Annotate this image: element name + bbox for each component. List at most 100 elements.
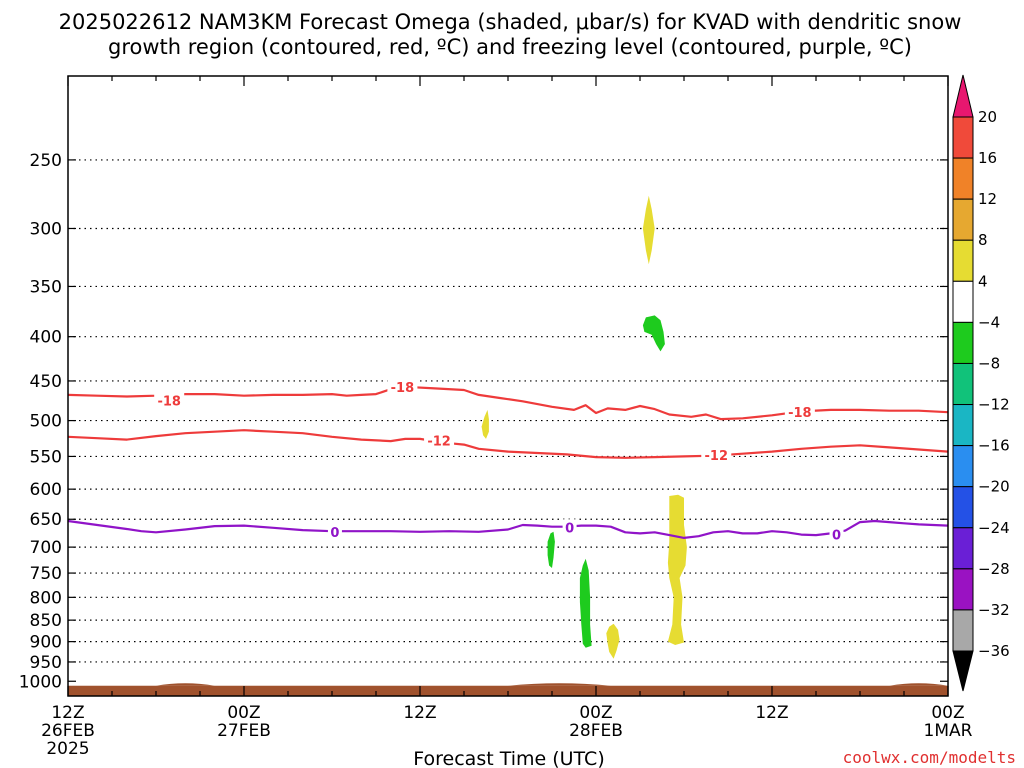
plot-area (68, 76, 948, 696)
freezing-level-0-label-bg-2 (829, 526, 844, 543)
freezing-level-0-label-bg-0 (327, 523, 342, 540)
dgz-minus18-label-bg-0 (154, 392, 185, 409)
colorbar-box-6 (952, 321, 974, 364)
ground-bump-2 (889, 683, 948, 686)
dgz-minus12-label-bg-0 (424, 432, 455, 449)
xtick-label-0-3: 2025 (46, 739, 89, 759)
xtick-label-12-2: 27FEB (217, 721, 271, 741)
ground-strip (68, 685, 948, 696)
ytick-label-250: 250 (30, 151, 62, 171)
dgz-minus12-label-bg-1 (701, 447, 732, 464)
freezing-level-0-label-1: 0 (565, 521, 574, 536)
dgz-minus12-label-0: -12 (427, 434, 451, 449)
colorbar-label-1: 16 (978, 149, 997, 167)
ytick-label-950: 950 (30, 653, 62, 673)
plot-background (68, 76, 948, 696)
colorbar: 20 16 12 8 4 −4 −8 −12 −16 −20 −24 −28 −32 −36 (952, 74, 1010, 692)
dgz-minus12-label-1: -12 (705, 449, 729, 464)
colorbar-box-8 (952, 404, 974, 447)
ytick-label-900: 900 (30, 633, 62, 653)
colorbar-label-6: −8 (978, 354, 1000, 372)
xtick-label-60-2: 1MAR (924, 721, 973, 741)
colorbar-box-10 (952, 486, 974, 529)
dgz-minus18-label-bg-2 (784, 404, 815, 421)
colorbar-label-7: −12 (978, 396, 1010, 414)
dgz-minus18-label-1: -18 (391, 381, 415, 396)
xtick-label-12-1: 00Z (227, 703, 260, 723)
chart-title-line2: growth region (contoured, red, ºC) and f… (108, 35, 912, 59)
xtick-label-36-2: 28FEB (569, 721, 623, 741)
freezing-level-0-label-bg-1 (562, 519, 577, 536)
colorbar-box-5 (952, 280, 974, 323)
colorbar-label-11: −28 (978, 560, 1010, 578)
ytick-label-600: 600 (30, 480, 62, 500)
colorbar-box-3 (952, 198, 974, 241)
freezing-level-0-label-0: 0 (330, 526, 339, 541)
ytick-label-700: 700 (30, 538, 62, 558)
xtick-label-0-1: 12Z (51, 703, 84, 723)
colorbar-label-0: 20 (978, 108, 997, 126)
dgz-minus18-label-bg-1 (387, 378, 418, 395)
dgz-minus18-label-2: -18 (788, 406, 812, 421)
colorbar-label-13: −36 (978, 642, 1010, 660)
credit-text: coolwx.com/modelts (843, 748, 1016, 767)
colorbar-box-7 (952, 362, 974, 406)
omega-blob-880 (606, 623, 620, 659)
xtick-label-36-1: 00Z (579, 703, 612, 723)
ytick-label-550: 550 (30, 447, 62, 467)
colorbar-box-13 (952, 609, 974, 652)
omega-blob-800 (579, 558, 592, 648)
y-axis-ticks: 2503003504004505005506006507007508008509… (19, 151, 948, 692)
xtick-label-60-1: 00Z (931, 703, 964, 723)
colorbar-top-triangle (952, 74, 974, 118)
colorbar-box-9 (952, 445, 974, 488)
freezing-level-0 (67, 519, 949, 539)
ytick-label-500: 500 (30, 412, 62, 432)
xtick-label-48-1: 12Z (755, 703, 788, 723)
freezing-level-0-label-2: 0 (832, 529, 841, 544)
omega-blob-300 (642, 195, 655, 265)
colorbar-box-1 (952, 116, 974, 159)
ytick-label-400: 400 (30, 328, 62, 348)
ground-surface (68, 683, 948, 696)
colorbar-label-10: −24 (978, 519, 1010, 537)
omega-blob-400 (642, 315, 665, 352)
colorbar-box-4 (952, 239, 974, 282)
colorbar-label-8: −16 (978, 437, 1010, 455)
contour-lines: -18 -18 -18 -12 -12 0 0 0 (67, 378, 949, 544)
xtick-label-24-1: 12Z (403, 703, 436, 723)
ytick-label-800: 800 (30, 588, 62, 608)
colorbar-label-5: −4 (978, 313, 1000, 331)
colorbar-bottom-triangle (952, 650, 974, 692)
ytick-label-350: 350 (30, 277, 62, 297)
omega-blob-500 (481, 409, 489, 439)
dgz-minus18 (67, 385, 949, 421)
colorbar-box-11 (952, 527, 974, 570)
ytick-label-300: 300 (30, 219, 62, 239)
colorbar-box-12 (952, 568, 974, 611)
colorbar-label-4: 4 (978, 272, 988, 290)
omega-blob-750 (667, 494, 687, 645)
dgz-minus12 (67, 429, 949, 459)
xtick-label-0-2: 26FEB (41, 721, 95, 741)
chart-title-line1: 2025022612 NAM3KM Forecast Omega (shaded… (59, 10, 962, 34)
colorbar-label-12: −32 (978, 601, 1010, 619)
omega-shading (481, 195, 687, 659)
colorbar-label-9: −20 (978, 478, 1010, 496)
colorbar-label-3: 8 (978, 231, 988, 249)
ground-bump-0 (156, 683, 215, 686)
ground-bump-1 (508, 683, 611, 686)
ytick-label-1000: 1000 (19, 672, 62, 692)
grid-lines (68, 159, 948, 663)
colorbar-box-2 (952, 157, 974, 200)
colorbar-label-2: 12 (978, 190, 997, 208)
omega-blob-700 (547, 531, 555, 568)
ytick-label-450: 450 (30, 372, 62, 392)
ytick-label-850: 850 (30, 611, 62, 631)
ytick-label-650: 650 (30, 510, 62, 530)
dgz-minus18-label-0: -18 (157, 395, 181, 410)
ytick-label-750: 750 (30, 564, 62, 584)
x-axis-label: Forecast Time (UTC) (413, 748, 604, 768)
